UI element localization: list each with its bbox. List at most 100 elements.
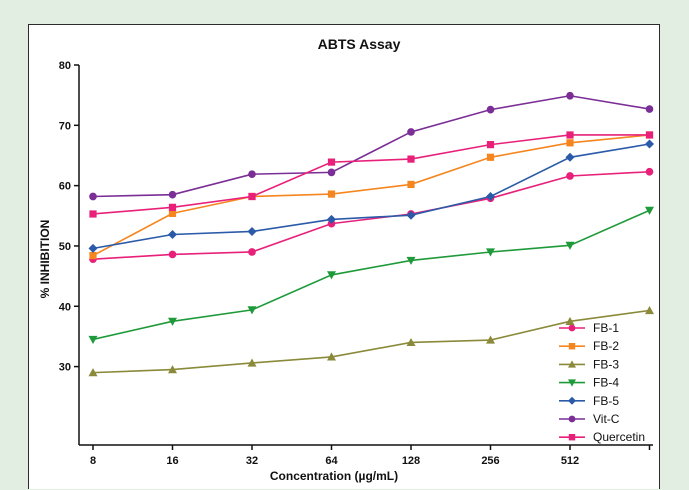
legend-item: FB-3 [559,357,619,371]
x-tick-label: 8 [90,455,96,467]
series-line [92,143,650,250]
legend-marker [568,396,576,405]
series-line [92,209,650,341]
data-point [486,191,495,201]
data-point [168,203,177,211]
legend-item: FB-4 [559,376,619,390]
legend-item: FB-1 [559,321,619,335]
axes: 30 40 50 60 70 80 8 16 32 64 128 256 512 [59,60,653,467]
data-point [247,358,257,367]
data-point [645,105,654,113]
data-point [327,190,336,198]
series-fb-3 [88,305,654,377]
x-tick-label: 256 [481,455,499,467]
legend-label: Quercetin [593,430,645,444]
data-point [565,241,575,250]
data-point [327,158,336,166]
x-tick-label: 512 [561,455,579,467]
data-point [168,250,177,259]
x-tick-label: 32 [246,455,258,467]
data-point [88,335,98,344]
series-line [92,309,650,374]
data-point [645,206,654,215]
data-point [486,248,495,257]
chart-frame: ABTS Assay Concentration (µg/mL) % INHIB… [28,24,660,489]
y-tick-label: 50 [59,241,71,253]
series-quercetin [89,131,654,218]
data-point [89,210,97,218]
data-point [248,170,256,178]
data-point [327,214,336,224]
series-line [92,170,650,261]
data-point [406,337,416,347]
data-point [645,305,654,315]
series-line [92,134,650,215]
data-point [327,168,336,177]
data-point [565,152,575,162]
data-point [248,248,256,256]
y-tick-label: 30 [59,362,71,374]
data-point [168,317,177,326]
series-vit-c [89,91,654,201]
data-point [327,271,336,280]
data-point [486,105,495,114]
data-point [645,139,654,149]
legend-item: FB-5 [559,394,619,408]
legend-item: FB-2 [559,339,619,353]
legend-item: Vit-C [559,412,620,426]
x-tick-label: 64 [325,455,338,467]
data-point [327,352,336,361]
legend-label: FB-4 [593,376,619,390]
data-point [247,306,257,315]
legend-marker [568,324,576,332]
series-fb-5 [88,139,654,253]
abts-line-chart: ABTS Assay Concentration (µg/mL) % INHIB… [38,36,654,483]
x-axis-label: Concentration (µg/mL) [270,469,398,483]
legend-marker [568,360,576,368]
y-axis-label: % INHIBITION [38,220,52,299]
data-point [88,243,98,253]
data-point [89,192,97,201]
data-point [486,153,495,161]
data-point [247,226,257,236]
x-tick-label: 16 [166,455,178,467]
series-line [92,134,650,257]
data-point [406,256,416,265]
legend-label: FB-1 [593,321,619,335]
chart-title: ABTS Assay [318,36,401,52]
x-tick-label: 128 [402,455,420,467]
data-point [89,252,97,260]
data-point [645,131,654,139]
data-point [168,209,177,217]
data-point [88,368,98,377]
legend: FB-1 FB-2 FB-3 FB-4 FB-5 Vit-C Quercetin [559,321,645,444]
data-point [566,139,574,147]
data-point [407,180,415,189]
y-tick-label: 40 [59,301,71,313]
legend-label: FB-5 [593,394,619,408]
y-tick-label: 80 [59,60,71,72]
data-point [407,128,415,136]
data-point [168,365,177,374]
legend-label: Vit-C [593,412,620,426]
data-point [566,172,574,180]
data-point [406,210,416,220]
legend-marker [568,379,576,387]
legend-item: Quercetin [559,430,645,444]
data-point [645,167,654,176]
y-tick-label: 60 [59,181,71,193]
legend-marker [568,343,576,350]
data-point [168,229,177,239]
y-tick-label: 70 [59,120,71,132]
data-point [248,192,256,201]
data-point [565,316,575,325]
data-point [168,190,177,199]
data-point [566,91,574,100]
series-fb-4 [88,206,654,344]
data-point [407,155,415,163]
data-point [566,131,574,139]
legend-label: FB-2 [593,339,619,353]
data-point [486,141,495,149]
legend-marker [568,415,576,423]
series-line [92,94,650,198]
